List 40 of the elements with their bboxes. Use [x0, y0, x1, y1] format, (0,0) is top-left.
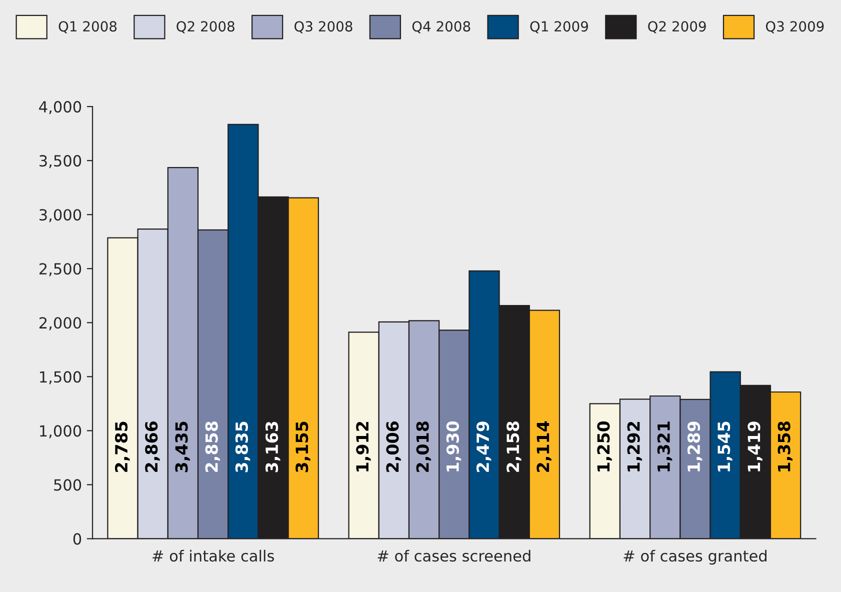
legend-label: Q4 2008 [412, 21, 470, 34]
legend-label: Q2 2008 [176, 21, 234, 34]
data-label: 1,292 [627, 422, 642, 472]
data-label: 3,435 [175, 422, 190, 472]
data-label: 2,785 [114, 422, 130, 472]
data-label: 2,866 [145, 421, 160, 472]
data-label: 2,858 [205, 422, 220, 472]
data-label: 2,018 [416, 422, 432, 472]
data-label: 2,006 [386, 421, 401, 472]
y-tick-label: 1,500 [40, 371, 82, 384]
data-label: 3,155 [296, 422, 310, 472]
x-tick-label: # of cases granted [624, 550, 766, 565]
legend-label: Q2 2009 [648, 21, 706, 34]
data-label: 1,321 [657, 422, 672, 472]
data-label: 1,289 [687, 422, 702, 472]
y-tick-label: 500 [54, 479, 82, 491]
y-tick-label: 2,500 [39, 263, 82, 276]
data-label: 1,912 [356, 422, 371, 472]
data-label: 2,479 [476, 422, 492, 472]
legend-label: Q3 2008 [294, 21, 352, 34]
y-tick-label: 0 [73, 533, 82, 545]
x-tick-label: # of intake calls [152, 550, 274, 562]
data-label: 1,419 [748, 422, 762, 472]
data-label: 1,545 [718, 422, 732, 472]
y-tick-label: 3,000 [40, 209, 82, 222]
data-label: 2,114 [536, 421, 552, 472]
data-label: 3,835 [235, 422, 250, 472]
y-tick-label: 4,000 [39, 101, 82, 114]
legend-label: Q3 2009 [766, 21, 824, 34]
data-label: 1,930 [446, 421, 462, 472]
x-tick-label: # of cases screened [378, 550, 530, 562]
data-label: 2,158 [506, 422, 522, 472]
data-label: 1,250 [597, 421, 612, 472]
legend-label: Q1 2009 [530, 21, 588, 34]
y-tick-label: 2,000 [39, 317, 82, 330]
y-tick-label: 3,500 [40, 155, 82, 168]
legend-label: Q1 2008 [58, 21, 117, 34]
data-label: 1,358 [778, 422, 792, 472]
y-tick-label: 1,000 [40, 425, 82, 438]
data-label: 3,163 [265, 422, 280, 472]
